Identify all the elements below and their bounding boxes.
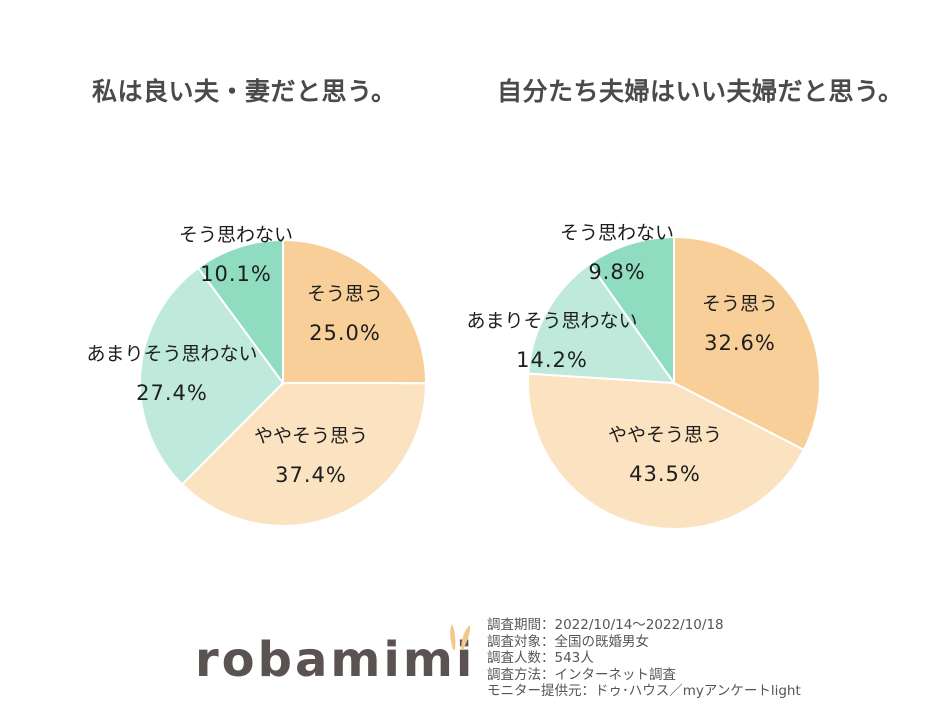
slice-category-label: そう思う: [702, 293, 778, 315]
survey-count: 調査人数：543人: [487, 650, 594, 666]
pie-chart-right: そう思う 32.6% ややそう思う 43.5% あまりそう思わない 14.2% そう思わない…: [466, 222, 821, 530]
survey-period: 調査期間：2022/10/14～2022/10/18: [487, 617, 724, 633]
survey-provider: モニター提供元：ドゥ･ハウス／myアンケートlight: [487, 683, 801, 699]
survey-method: 調査方法：インターネット調査: [487, 666, 676, 683]
survey-info: 調査期間：2022/10/14～2022/10/18 調査対象：全国の既婚男女 …: [487, 617, 801, 700]
slice-category-label: ややそう思う: [608, 424, 722, 446]
slice-value-label: 37.4%: [275, 463, 347, 487]
slice-value-label: 10.1%: [200, 262, 272, 286]
slice-category-label: あまりそう思わない: [86, 343, 257, 365]
pie-slice-yaya-sou-omou: [527, 372, 806, 530]
slice-value-label: 32.6%: [704, 331, 776, 355]
slice-category-label: ややそう思う: [254, 425, 368, 447]
pie-slice-yaya-sou-omou: [180, 381, 428, 527]
pie-slice-amari-sou-omowanai: [527, 262, 677, 385]
pie-slice-sou-omowanai: [196, 238, 284, 387]
slice-value-label: 14.2%: [516, 348, 588, 372]
slice-value-label: 43.5%: [629, 462, 701, 486]
slice-value-label: 25.0%: [309, 321, 381, 345]
slice-category-label: そう思わない: [179, 224, 293, 246]
slice-category-label: そう思わない: [560, 222, 674, 244]
pie-slice-sou-omou: [673, 235, 821, 452]
pie-slice-amari-sou-omowanai: [139, 266, 285, 486]
slice-value-label: 27.4%: [136, 381, 208, 405]
slice-category-label: あまりそう思わない: [466, 310, 637, 332]
rabbit-ears-icon: [450, 624, 471, 650]
pie-slice-sou-omowanai: [588, 235, 675, 387]
chart-title-left: 私は良い夫・妻だと思う。: [92, 77, 397, 106]
robamimi-logo: robamimi: [195, 624, 476, 688]
logo-text: robamimi: [195, 632, 476, 688]
chart-title-right: 自分たち夫婦はいい夫婦だと思う。: [497, 77, 904, 106]
pie-chart-left: そう思う 25.0% ややそう思う 37.4% あまりそう思わない 27.4% そう思わない…: [86, 224, 428, 527]
slice-category-label: そう思う: [307, 283, 383, 305]
pie-slice-sou-omou: [282, 238, 428, 385]
slice-value-label: 9.8%: [588, 260, 645, 284]
survey-target: 調査対象：全国の既婚男女: [487, 633, 649, 650]
